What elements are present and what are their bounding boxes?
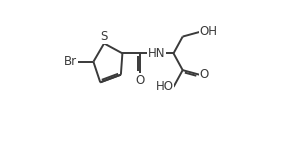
Text: HN: HN	[148, 47, 166, 60]
Text: Br: Br	[64, 55, 77, 68]
Text: O: O	[199, 68, 209, 81]
Text: OH: OH	[199, 25, 217, 38]
Text: O: O	[135, 74, 144, 87]
Text: S: S	[100, 30, 108, 43]
Text: HO: HO	[156, 80, 174, 93]
